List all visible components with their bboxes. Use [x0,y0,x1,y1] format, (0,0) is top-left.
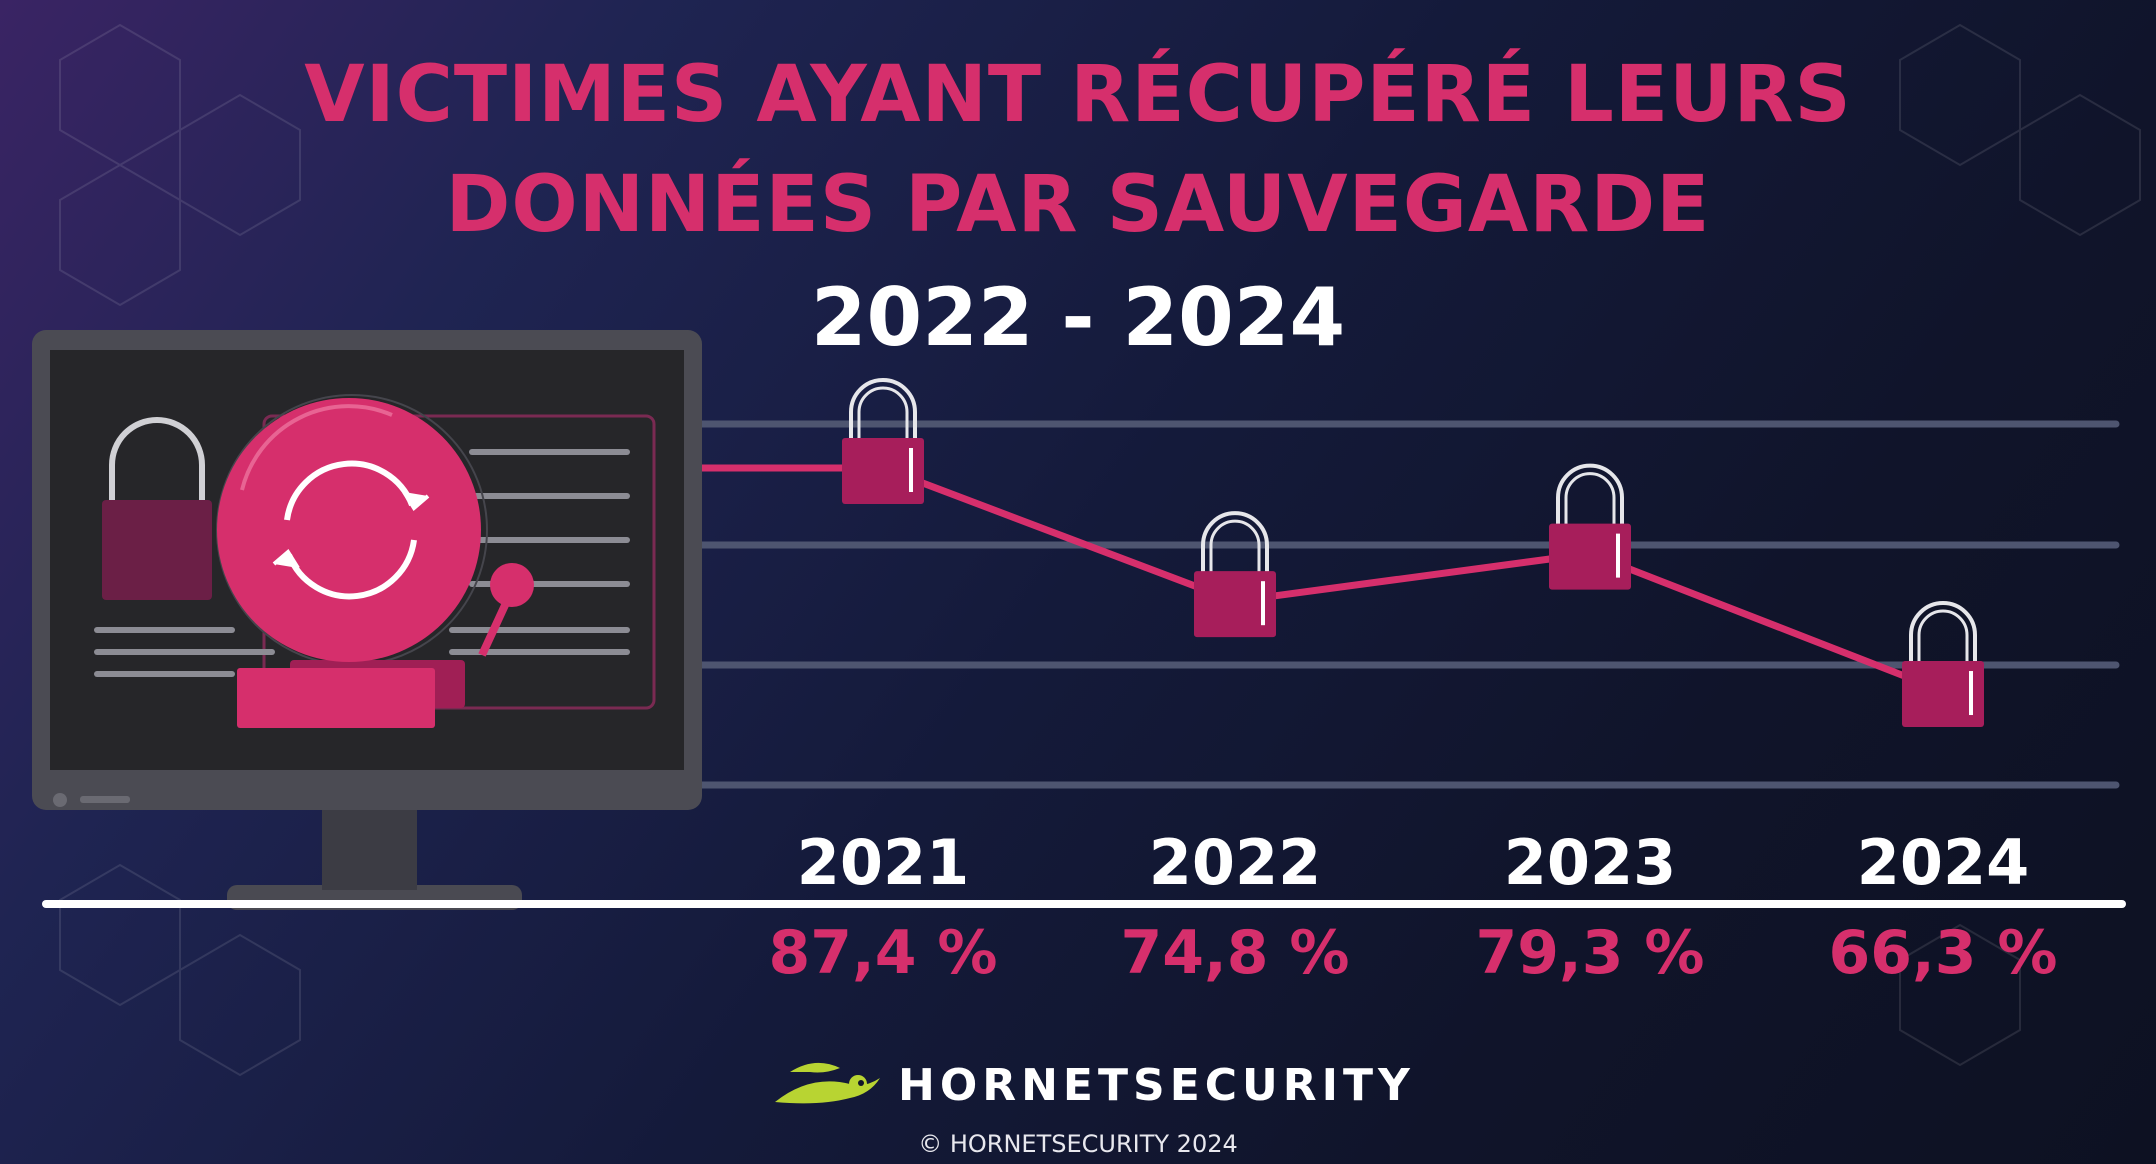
monitor-power-led [53,793,67,807]
alarm-bell-icon [216,394,534,728]
padlock-icon [1902,601,1984,728]
padlock-icon [842,378,924,504]
data-value-label: 87,4 % [768,918,998,988]
screen-padlock-icon [102,417,212,600]
copyright-text: © HORNETSECURITY 2024 [918,1130,1238,1158]
title-line-2: DONNÉES PAR SAUVEGARDE [445,160,1711,250]
brand-name: HORNETSECURITY [898,1060,1415,1111]
x-tick-label: 2022 [1148,826,1322,899]
monitor-bezel-line [80,796,130,803]
hornetsecurity-logo: HORNETSECURITY [770,1050,1410,1122]
monitor-illustration [32,330,702,910]
chart-subtitle: 2022 - 2024 [810,271,1346,364]
data-markers [842,378,1984,728]
padlock-icon [1549,463,1631,590]
monitor-stand-neck [322,800,417,890]
padlock-icon [1194,511,1276,638]
data-value-label: 74,8 % [1120,918,1350,988]
refresh-icon [272,460,430,600]
x-axis-baseline [42,900,2126,908]
x-tick-label: 2024 [1856,826,2030,899]
data-value-label: 66,3 % [1828,918,2058,988]
hornet-logo-icon [775,1062,880,1104]
x-tick-label: 2021 [796,826,970,899]
data-value-label: 79,3 % [1475,918,1705,988]
chart-title: VICTIMES AYANT RÉCUPÉRÉ LEURS DONNÉES PA… [0,40,2156,260]
title-line-1: VICTIMES AYANT RÉCUPÉRÉ LEURS [304,50,1852,140]
x-tick-label: 2023 [1503,826,1677,899]
